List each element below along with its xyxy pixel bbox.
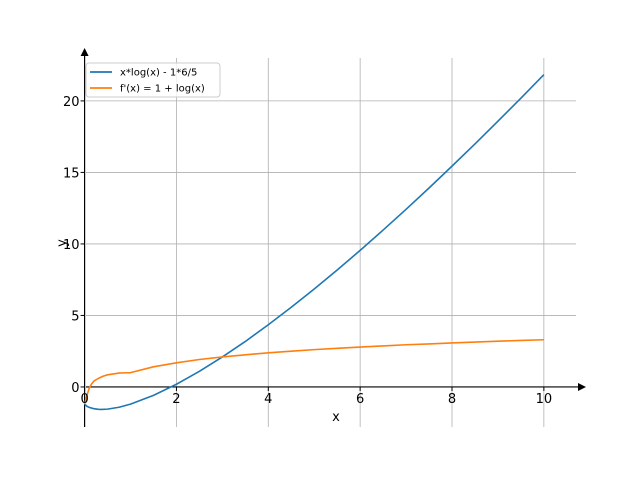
y-tick-label-5: 5 <box>71 309 79 324</box>
series-line-2 <box>83 338 544 405</box>
tick-labels: 0 2 4 6 8 10 0 5 10 15 20 <box>63 95 552 407</box>
x-tick-label-0: 0 <box>80 392 88 407</box>
x-tick-label-4: 4 <box>264 392 272 407</box>
legend-label-1: x*log(x) - 1*6/5 <box>120 68 197 79</box>
legend-box <box>85 62 221 98</box>
axes <box>80 48 586 427</box>
y-axis-arrow <box>80 48 89 56</box>
series-line-1 <box>84 74 545 411</box>
x-tick-label-6: 6 <box>356 392 364 407</box>
y-tick-label-15: 15 <box>63 166 80 181</box>
x-tick-label-2: 2 <box>172 392 180 407</box>
y-tick-label-0: 0 <box>71 381 79 396</box>
y-tick-label-10: 10 <box>63 238 80 253</box>
grid <box>86 58 576 427</box>
series-group <box>83 74 545 411</box>
y-axis-label: y <box>55 239 70 247</box>
y-tick-label-20: 20 <box>63 95 80 110</box>
x-axis-arrow <box>578 382 586 391</box>
legend: x*log(x) - 1*6/5 f'(x) = 1 + log(x) <box>85 62 221 98</box>
x-tick-label-10: 10 <box>536 392 553 407</box>
legend-label-2: f'(x) = 1 + log(x) <box>120 84 205 95</box>
x-axis-label: x <box>332 410 340 425</box>
x-tick-label-8: 8 <box>448 392 456 407</box>
